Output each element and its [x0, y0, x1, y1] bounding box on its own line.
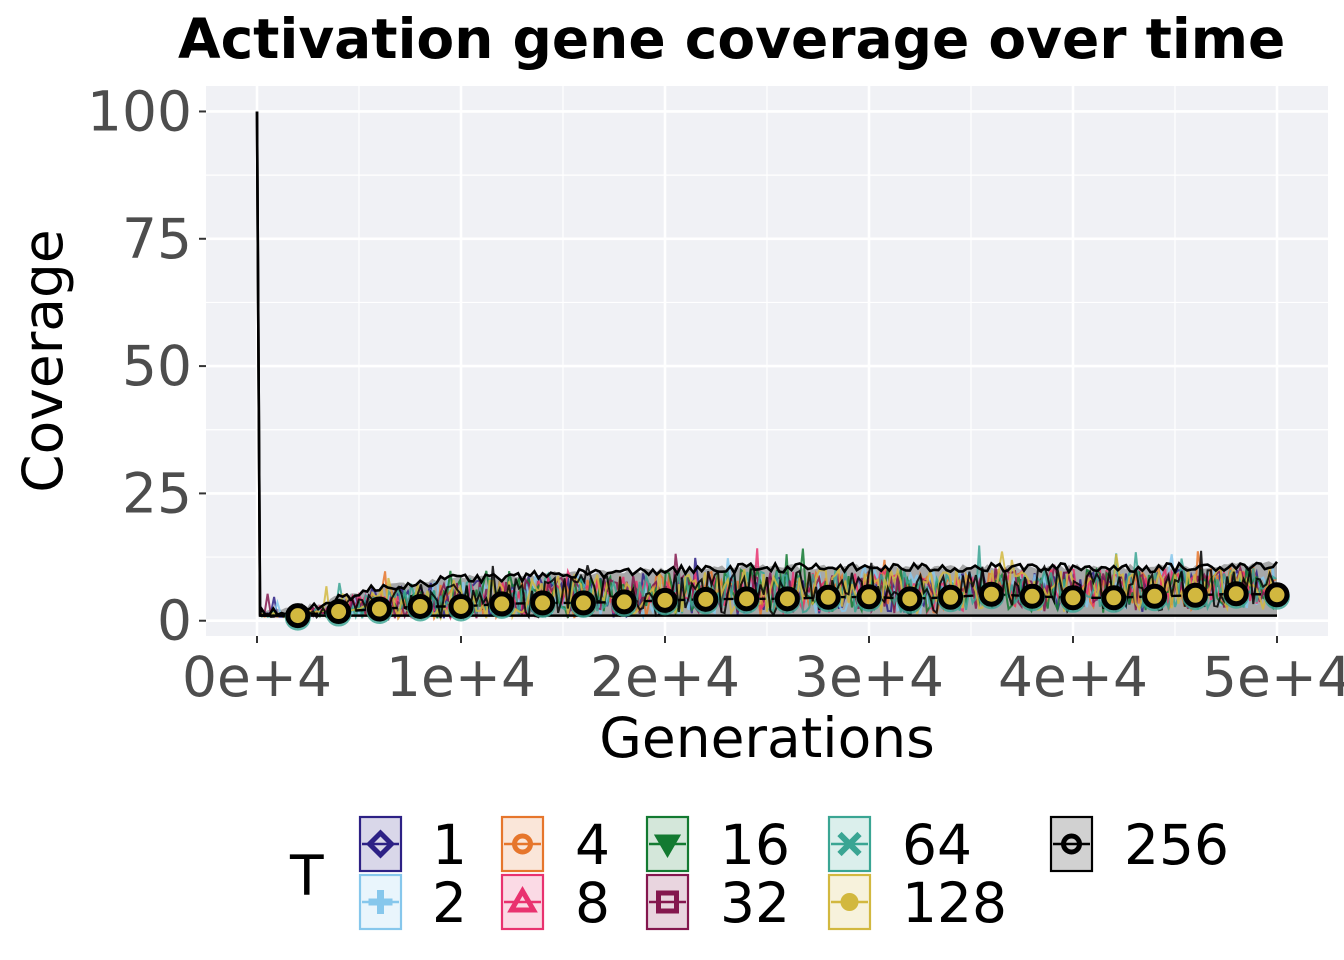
- legend-label: 4: [575, 813, 610, 877]
- median-point: [978, 581, 1005, 610]
- legend-label: 32: [720, 871, 790, 935]
- median-point: [1264, 582, 1290, 610]
- median-point: [488, 591, 515, 619]
- legend-item-8: 8: [500, 871, 610, 935]
- grid-major: [206, 86, 1328, 636]
- legend-item-2: 2: [358, 871, 467, 935]
- legend-item-64: 64: [827, 813, 972, 877]
- median-point: [1141, 583, 1168, 612]
- median-point: [1060, 585, 1086, 613]
- median-point: [774, 586, 801, 614]
- series-line-256: [261, 550, 1278, 620]
- median-point: [1100, 585, 1127, 613]
- median-point: [448, 593, 474, 622]
- legend-item-1: 1: [358, 813, 467, 877]
- x-axis: 0e+4 1e+4 2e+4 3e+4 4e+4 5e+4: [182, 636, 1344, 709]
- y-tick-label: 50: [122, 334, 192, 398]
- y-tick-label: 25: [122, 461, 192, 525]
- x-tick-label: 4e+4: [998, 645, 1148, 709]
- grid-minor: [206, 86, 1328, 636]
- legend-title: T: [289, 844, 324, 908]
- x-axis-title: Generations: [599, 706, 934, 770]
- median-point: [896, 586, 923, 614]
- y-tick-label: 0: [157, 589, 192, 653]
- median-point: [570, 590, 597, 618]
- x-tick-label: 0e+4: [182, 645, 332, 709]
- y-axis: 0 25 50 75 100: [87, 79, 206, 653]
- median-point: [733, 586, 760, 614]
- legend-item-128: 128: [827, 871, 1007, 935]
- median-point: [692, 586, 719, 615]
- median-point: [1019, 583, 1046, 612]
- legend-label: 128: [902, 871, 1007, 935]
- legend-label: 64: [902, 813, 972, 877]
- chart-title: Activation gene coverage over time: [178, 7, 1285, 71]
- median-point: [284, 603, 311, 631]
- median-point: [1182, 582, 1209, 611]
- x-tick-label: 1e+4: [386, 645, 536, 709]
- upper-quantile-line: [255, 111, 1279, 617]
- x-tick-label: 5e+4: [1202, 645, 1344, 709]
- lower-quantile-line: [255, 111, 1277, 617]
- median-point: [407, 593, 434, 622]
- legend-label: 8: [575, 871, 610, 935]
- median-markers: [284, 581, 1290, 631]
- legend-label: 16: [720, 813, 790, 877]
- legend-label: 1: [432, 813, 467, 877]
- median-point: [652, 587, 678, 616]
- legend-label: 2: [432, 871, 467, 935]
- y-tick-label: 75: [122, 207, 192, 271]
- median-point: [529, 590, 556, 618]
- x-tick-label: 2e+4: [590, 645, 740, 709]
- median-point: [856, 584, 882, 612]
- median-point: [366, 596, 393, 625]
- median-point: [1223, 581, 1250, 609]
- y-axis-title: Coverage: [11, 229, 75, 493]
- y-tick-label: 100: [87, 79, 192, 143]
- x-tick-label: 3e+4: [794, 645, 944, 709]
- legend-item-32: 32: [645, 871, 790, 935]
- median-point: [815, 584, 842, 613]
- legend-item-16: 16: [645, 813, 790, 877]
- legend-item-4: 4: [500, 813, 610, 877]
- median-point: [611, 589, 638, 617]
- legend-item-256: 256: [1049, 813, 1229, 877]
- legend-label: 256: [1124, 813, 1229, 877]
- median-point: [937, 584, 964, 613]
- median-point: [325, 599, 352, 627]
